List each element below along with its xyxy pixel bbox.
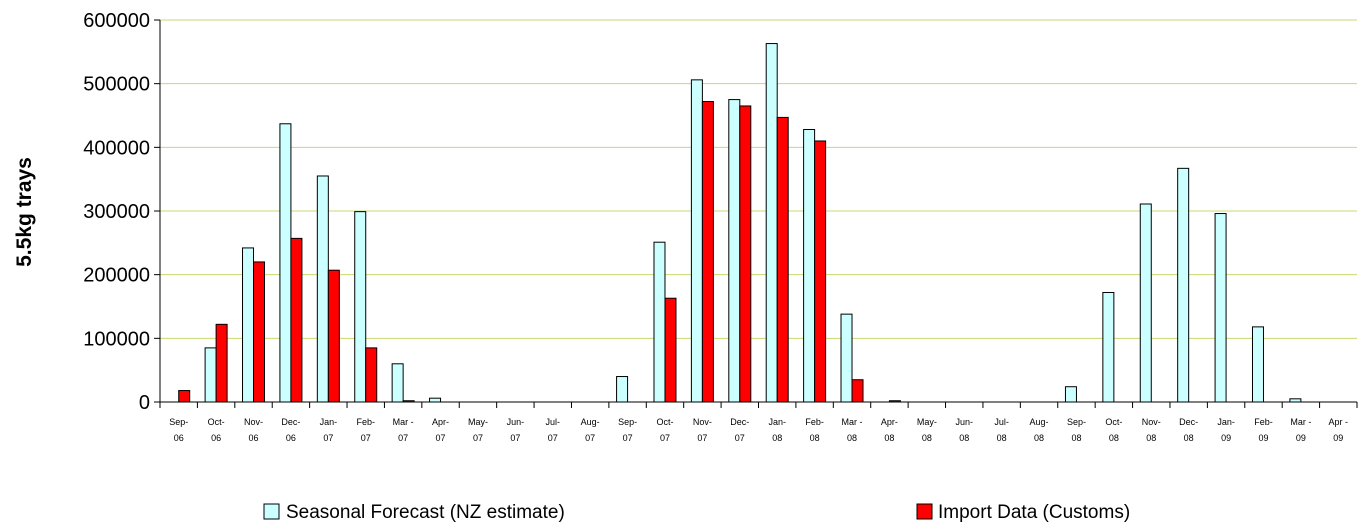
x-tick-label: Apr-08 xyxy=(881,417,898,443)
y-tick-label: 200000 xyxy=(83,265,150,287)
x-tick-label: Sep-06 xyxy=(169,417,188,443)
x-tick-label: Aug-08 xyxy=(1030,417,1049,443)
x-tick-label: Jan-08 xyxy=(768,417,786,443)
x-tick-label: Feb-07 xyxy=(356,417,375,443)
x-tick-label: Sep-07 xyxy=(618,417,637,443)
x-tick-label: Feb-09 xyxy=(1254,417,1273,443)
bar-import xyxy=(327,269,340,403)
x-tick-label: Jul-07 xyxy=(546,417,561,443)
bar-forecast xyxy=(429,397,442,403)
bar-forecast xyxy=(1214,213,1227,403)
x-tick-label: Oct-06 xyxy=(208,417,225,443)
bar-import xyxy=(701,100,714,403)
x-tick-label: Jun-08 xyxy=(955,417,973,443)
y-tick-labels: 0 100000 200000 300000 400000 500000 600000 xyxy=(83,10,150,414)
legend-label-import: Import Data (Customs) xyxy=(938,502,1130,523)
bar-forecast xyxy=(803,129,816,403)
bar-forecast xyxy=(354,211,367,403)
bar-forecast xyxy=(204,347,217,403)
y-tick-label: 300000 xyxy=(83,201,150,223)
legend-item-import: Import Data (Customs) xyxy=(916,502,1130,523)
x-tick-label: Nov-07 xyxy=(693,417,712,443)
bar-import xyxy=(178,390,191,403)
bar-import xyxy=(253,261,266,403)
x-tick-label: Jan-09 xyxy=(1217,417,1235,443)
x-tick-label: Nov-08 xyxy=(1142,417,1161,443)
bar-forecast xyxy=(653,241,666,403)
bar-forecast xyxy=(728,99,741,403)
bar-forecast xyxy=(1064,386,1077,403)
x-tick-label: Sep-08 xyxy=(1067,417,1086,443)
x-tick-label: Dec-06 xyxy=(281,417,300,443)
bar-forecast xyxy=(316,175,329,403)
x-tick-label: Oct-07 xyxy=(656,417,673,443)
bar-import xyxy=(664,297,677,403)
bar-forecast xyxy=(279,123,292,403)
x-tick-label: Mar -07 xyxy=(393,417,414,443)
x-tick-label: Dec-08 xyxy=(1179,417,1198,443)
x-tick-label: Feb-08 xyxy=(805,417,824,443)
bar-import xyxy=(776,116,789,403)
x-tick-label: May-08 xyxy=(917,417,937,443)
x-tick-label: Oct-08 xyxy=(1105,417,1122,443)
x-tick-label: May-07 xyxy=(468,417,488,443)
legend-item-forecast: Seasonal Forecast (NZ estimate) xyxy=(263,502,565,523)
bar-forecast xyxy=(765,43,778,403)
y-tick-label: 0 xyxy=(139,392,150,414)
x-tick-label: Apr -09 xyxy=(1329,417,1349,443)
bar-import xyxy=(365,347,378,403)
bar-forecast xyxy=(1102,291,1115,403)
bar-import xyxy=(739,105,752,403)
y-tick-label: 600000 xyxy=(83,10,150,32)
bars-group xyxy=(178,43,1302,403)
x-tick-labels: Sep-06 Oct-06 Nov-06 Dec-06 Jan-07 Feb-07 Mar … xyxy=(169,417,1348,443)
x-tick-label: Jun-07 xyxy=(507,417,525,443)
x-tick-label: Apr-07 xyxy=(432,417,449,443)
y-tick-label: 100000 xyxy=(83,328,150,350)
y-tick-label: 500000 xyxy=(83,74,150,96)
legend-label-forecast: Seasonal Forecast (NZ estimate) xyxy=(286,502,565,523)
y-axis-label: 5.5kg trays xyxy=(13,157,36,267)
bar-forecast xyxy=(242,247,255,403)
legend-swatch-import xyxy=(916,503,933,520)
bar-forecast xyxy=(690,79,703,403)
y-tick-label: 400000 xyxy=(83,137,150,159)
legend-swatch-forecast xyxy=(263,503,280,520)
bar-import xyxy=(814,140,827,403)
bar-forecast xyxy=(840,313,853,403)
x-tick-label: Nov-06 xyxy=(244,417,263,443)
bar-forecast xyxy=(391,363,404,403)
axes xyxy=(154,19,1358,408)
legend: Seasonal Forecast (NZ estimate) Import D… xyxy=(263,502,1130,523)
bar-forecast xyxy=(616,376,629,403)
bar-forecast xyxy=(1251,326,1264,403)
x-tick-label: Jul-08 xyxy=(994,417,1009,443)
bar-import xyxy=(215,323,228,403)
bar-forecast xyxy=(1139,203,1152,403)
bar-import xyxy=(290,237,303,403)
x-tick-label: Mar -09 xyxy=(1290,417,1311,443)
x-tick-label: Jan-07 xyxy=(320,417,338,443)
x-tick-label: Aug-07 xyxy=(581,417,600,443)
x-tick-label: Mar -08 xyxy=(842,417,863,443)
x-tick-label: Dec-07 xyxy=(730,417,749,443)
bar-forecast xyxy=(1177,167,1190,403)
bar-import xyxy=(851,379,864,403)
